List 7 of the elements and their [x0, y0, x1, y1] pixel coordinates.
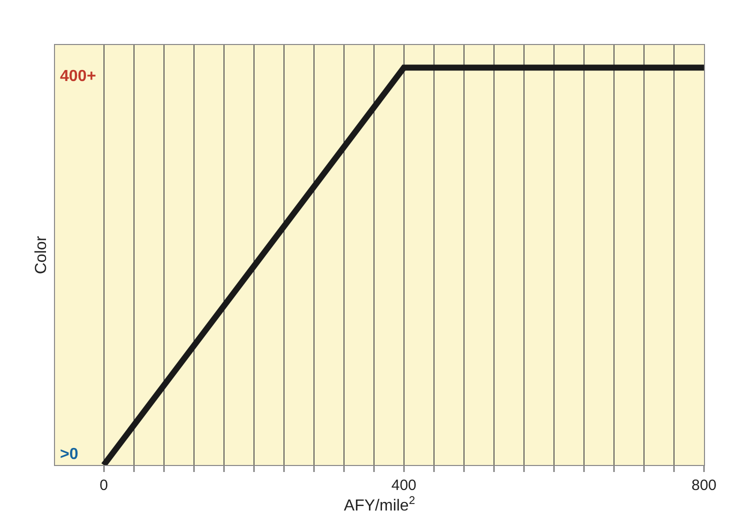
annotation: >0	[60, 446, 78, 463]
annotation: 400+	[60, 68, 96, 85]
x-tick-label: 400	[391, 477, 416, 494]
x-tick-label: 0	[100, 477, 108, 494]
y-axis-title: Color	[32, 235, 50, 274]
x-tick-label: 800	[691, 477, 717, 494]
x-axis-title: AFY/mile$^{2}$	[344, 494, 416, 515]
